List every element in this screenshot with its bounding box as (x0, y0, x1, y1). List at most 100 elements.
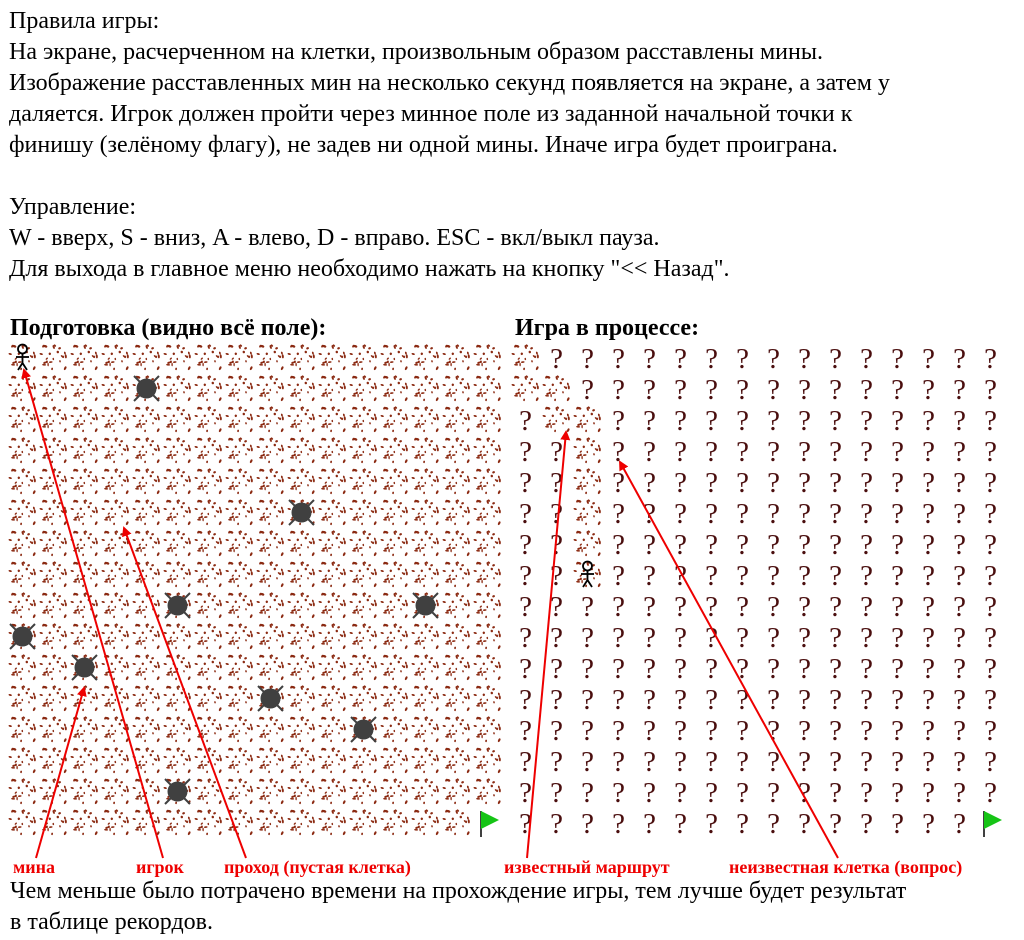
unknown-cell-question-icon: ? (975, 497, 1006, 528)
unknown-cell-question-icon: ? (696, 373, 727, 404)
empty-cell (348, 342, 379, 373)
preparation-heading: Подготовка (видно всё поле): (10, 315, 327, 341)
callout-unknown-cell: неизвестная клетка (вопрос) (729, 857, 963, 877)
unknown-cell-question-icon: ? (541, 435, 572, 466)
unknown-cell-question-icon: ? (696, 745, 727, 776)
unknown-cell-question-icon: ? (665, 776, 696, 807)
empty-cell (38, 373, 69, 404)
empty-cell (379, 497, 410, 528)
unknown-cell-question-icon: ? (820, 528, 851, 559)
unknown-cell-question-icon: ? (541, 745, 572, 776)
empty-cell (162, 807, 193, 838)
unknown-cell-question-icon: ? (882, 435, 913, 466)
unknown-cell-question-icon: ? (975, 435, 1006, 466)
unknown-cell-question-icon: ? (696, 342, 727, 373)
empty-cell (7, 776, 38, 807)
empty-cell (38, 714, 69, 745)
unknown-cell-question-icon: ? (665, 466, 696, 497)
unknown-cell-question-icon: ? (510, 807, 541, 838)
unknown-cell-question-icon: ? (851, 342, 882, 373)
empty-cell (255, 342, 286, 373)
unknown-cell-question-icon: ? (727, 714, 758, 745)
unknown-cell-question-icon: ? (758, 342, 789, 373)
unknown-cell-question-icon: ? (851, 807, 882, 838)
empty-cell (286, 807, 317, 838)
unknown-cell-question-icon: ? (603, 497, 634, 528)
unknown-cell-question-icon: ? (975, 621, 1006, 652)
unknown-cell-question-icon: ? (975, 652, 1006, 683)
empty-cell (162, 497, 193, 528)
known-route-cell (510, 373, 541, 404)
empty-cell (286, 621, 317, 652)
empty-cell (379, 528, 410, 559)
empty-cell (410, 528, 441, 559)
unknown-cell-question-icon: ? (913, 683, 944, 714)
unknown-cell-question-icon: ? (820, 559, 851, 590)
unknown-cell-question-icon: ? (727, 528, 758, 559)
empty-cell (131, 528, 162, 559)
empty-cell (317, 342, 348, 373)
unknown-cell-question-icon: ? (541, 466, 572, 497)
empty-cell (224, 528, 255, 559)
empty-cell (7, 745, 38, 776)
rules-line-3: даляется. Игрок должен пройти через минн… (9, 101, 853, 127)
empty-cell (224, 466, 255, 497)
unknown-cell-question-icon: ? (913, 776, 944, 807)
empty-cell (69, 497, 100, 528)
empty-cell (255, 621, 286, 652)
mine-icon (286, 497, 317, 528)
game-in-progress-heading: Игра в процессе: (515, 315, 700, 341)
empty-cell (131, 342, 162, 373)
empty-cell (410, 559, 441, 590)
unknown-cell-question-icon: ? (696, 559, 727, 590)
empty-cell (255, 652, 286, 683)
unknown-cell-question-icon: ? (789, 745, 820, 776)
empty-cell (193, 497, 224, 528)
unknown-cell-question-icon: ? (913, 590, 944, 621)
empty-cell (255, 807, 286, 838)
empty-cell (441, 497, 472, 528)
unknown-cell-question-icon: ? (882, 807, 913, 838)
empty-cell (255, 559, 286, 590)
empty-cell (224, 373, 255, 404)
empty-cell (7, 559, 38, 590)
unknown-cell-question-icon: ? (789, 373, 820, 404)
unknown-cell-question-icon: ? (789, 590, 820, 621)
unknown-cell-question-icon: ? (820, 590, 851, 621)
empty-cell (441, 590, 472, 621)
empty-cell (348, 621, 379, 652)
unknown-cell-question-icon: ? (603, 466, 634, 497)
empty-cell (131, 714, 162, 745)
unknown-cell-question-icon: ? (820, 714, 851, 745)
empty-cell (131, 466, 162, 497)
empty-cell (348, 776, 379, 807)
empty-cell (38, 404, 69, 435)
empty-cell (441, 342, 472, 373)
empty-cell (38, 683, 69, 714)
unknown-cell-question-icon: ? (851, 652, 882, 683)
empty-cell (317, 714, 348, 745)
unknown-cell-question-icon: ? (541, 342, 572, 373)
unknown-cell-question-icon: ? (541, 497, 572, 528)
empty-cell (379, 652, 410, 683)
game-board[interactable]: ????????????????????????????????????????… (510, 342, 1006, 838)
unknown-cell-question-icon: ? (882, 714, 913, 745)
unknown-cell-question-icon: ? (789, 559, 820, 590)
unknown-cell-question-icon: ? (727, 559, 758, 590)
empty-cell (193, 466, 224, 497)
unknown-cell-question-icon: ? (572, 652, 603, 683)
empty-cell (286, 435, 317, 466)
empty-cell (131, 621, 162, 652)
unknown-cell-question-icon: ? (665, 528, 696, 559)
empty-cell (348, 745, 379, 776)
empty-cell (441, 714, 472, 745)
empty-cell (472, 559, 503, 590)
empty-cell (348, 559, 379, 590)
empty-cell (69, 559, 100, 590)
empty-cell (410, 745, 441, 776)
unknown-cell-question-icon: ? (820, 621, 851, 652)
empty-cell (7, 528, 38, 559)
unknown-cell-question-icon: ? (727, 466, 758, 497)
empty-cell (38, 559, 69, 590)
empty-cell (379, 745, 410, 776)
